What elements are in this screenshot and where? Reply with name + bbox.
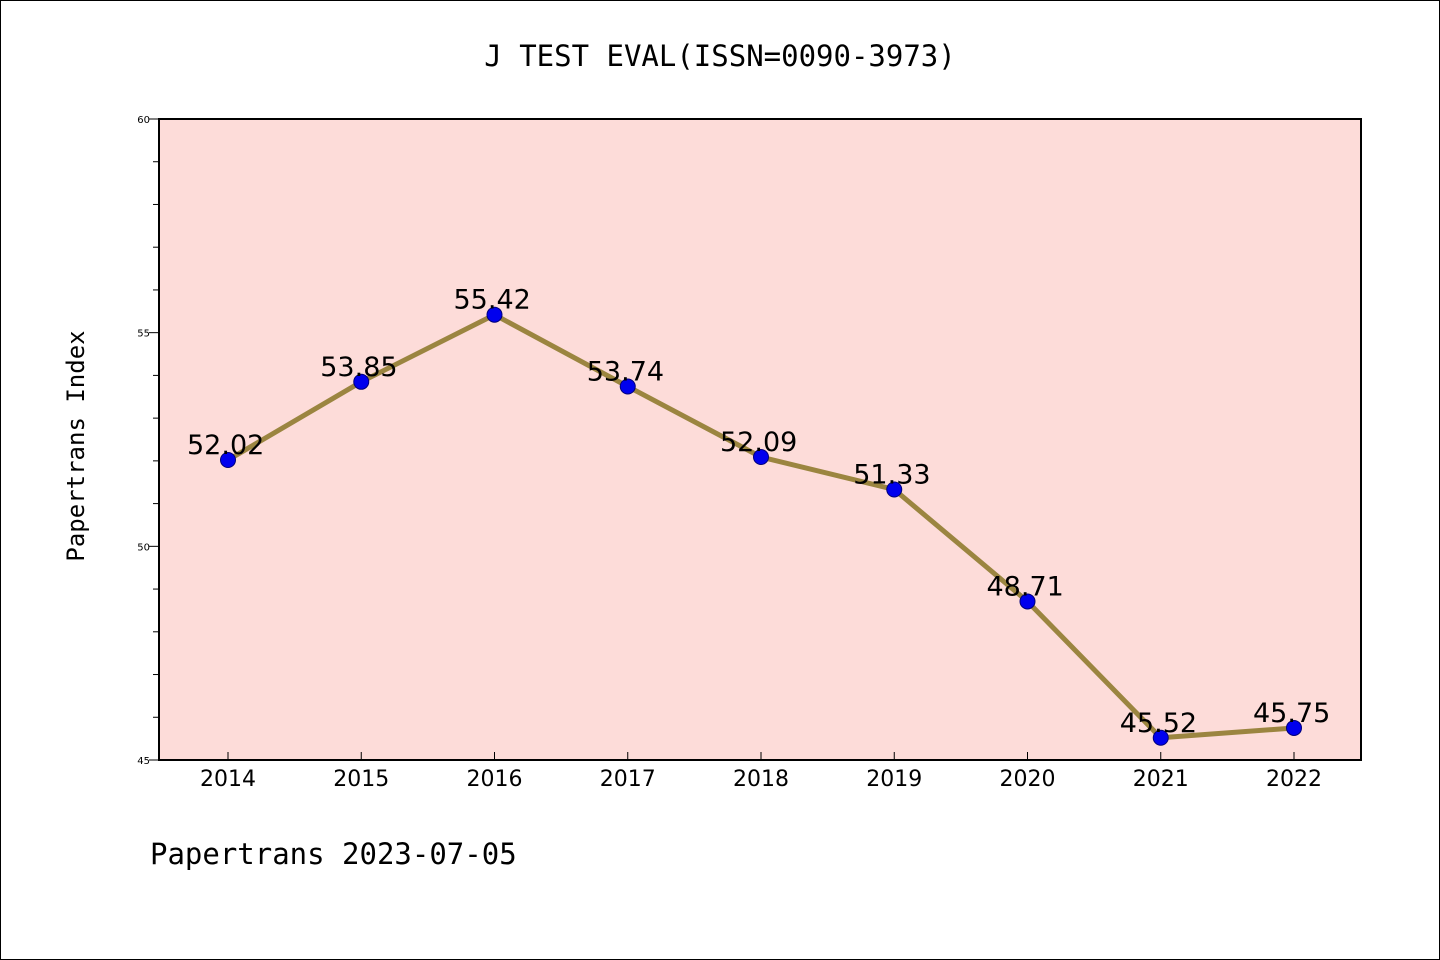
data-label: 51.33	[853, 459, 930, 490]
data-point	[753, 449, 769, 466]
footer-text: Papertrans 2023-07-05	[150, 837, 517, 871]
data-points	[220, 306, 1302, 746]
data-label: 53.85	[320, 352, 397, 383]
x-tick-label: 2016	[467, 767, 523, 792]
x-tick-label: 2014	[200, 767, 256, 792]
x-tick-label: 2022	[1266, 767, 1322, 792]
y-tick-label: 55	[137, 329, 150, 340]
data-point	[220, 452, 236, 469]
data-label: 52.02	[187, 430, 264, 461]
data-label: 55.42	[454, 285, 531, 316]
data-point	[1286, 719, 1302, 736]
data-label: 45.52	[1120, 708, 1197, 739]
data-point	[1152, 729, 1169, 746]
data-point	[353, 373, 370, 390]
y-tick-label: 50	[137, 542, 150, 553]
y-tick-label: 60	[137, 115, 150, 126]
data-point	[886, 481, 903, 498]
data-label: 48.71	[987, 571, 1064, 602]
data-point	[619, 378, 636, 395]
x-tick-label: 2020	[1000, 767, 1056, 792]
x-tick-label: 2017	[600, 767, 656, 792]
y-tick-label: 45	[137, 756, 150, 767]
x-tick-label: 2018	[733, 767, 789, 792]
x-tick-label: 2021	[1133, 767, 1189, 792]
chart-title: J TEST EVAL(ISSN=0090-3973)	[484, 39, 955, 73]
data-label: 45.75	[1253, 698, 1330, 729]
y-axis: 45 50 55 60	[137, 115, 159, 767]
data-point	[1019, 593, 1036, 610]
data-point	[486, 306, 503, 323]
plot-area	[158, 118, 1362, 761]
data-label: 52.09	[720, 427, 797, 458]
x-tick-label: 2015	[333, 767, 389, 792]
y-axis-label: Papertrans Index	[62, 330, 90, 561]
x-tick-label: 2019	[866, 767, 922, 792]
data-labels: 52.02 53.85 55.42 53.74 52.09 51.33 48.71 45.52…	[187, 285, 1330, 739]
data-label: 53.74	[587, 357, 664, 388]
x-axis: 2014 2015 2016 2017 2018 2019 2020 2021 2022	[200, 752, 1322, 792]
